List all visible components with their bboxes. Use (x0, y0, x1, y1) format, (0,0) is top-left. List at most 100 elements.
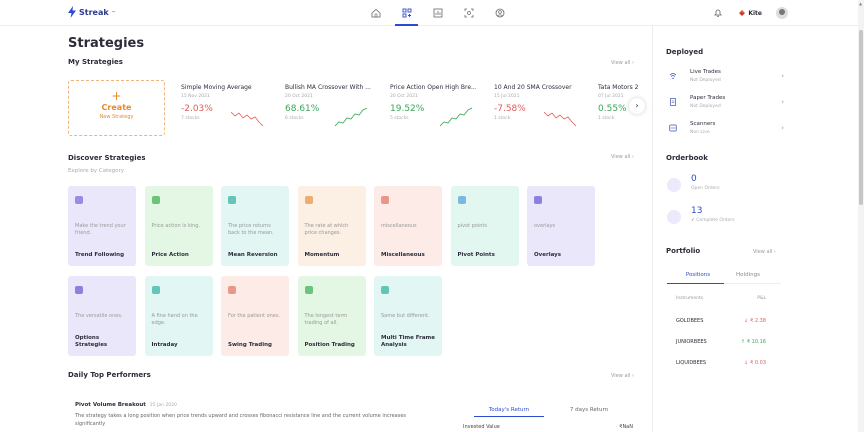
category-description: The rate at which price changes. (304, 223, 349, 236)
category-name: Position Trading (304, 342, 355, 348)
portfolio-row[interactable]: JUNIORBEES ↑ ₹ 10.16 (676, 339, 766, 345)
chevron-right-icon: › (781, 124, 784, 132)
create-strategy-button[interactable]: + Create New Strategy (68, 80, 165, 136)
category-name: Trend Following (75, 252, 125, 258)
category-description: The longest term trading of all. (304, 313, 348, 326)
category-card[interactable]: For the patient ones. Swing Trading (221, 276, 289, 356)
broker-kite[interactable]: Kite (739, 10, 762, 17)
create-label: Create (101, 103, 132, 112)
page-scrollbar[interactable]: ▲ (858, 0, 864, 432)
notification-bell-icon[interactable] (713, 8, 723, 18)
nav-profile-icon[interactable] (484, 5, 515, 21)
nav-chart-icon[interactable] (422, 5, 453, 21)
category-name: Price Action (151, 252, 189, 258)
category-card[interactable]: Make the trend your friend. Trend Follow… (68, 186, 136, 266)
strategy-card[interactable]: 10 And 20 SMA Crossover 15 Jul 2021 -7.5… (494, 84, 590, 134)
category-description: Price action is king. (151, 223, 201, 229)
strategy-name: Bullish MA Crossover With ... (285, 84, 371, 91)
scroll-up-arrow-icon[interactable]: ▲ (859, 1, 863, 6)
category-description: overlays (534, 223, 556, 229)
create-sublabel: New Strategy (99, 114, 134, 120)
category-card[interactable]: A fine hand on the edge. Intraday (144, 276, 213, 356)
next-arrow-button[interactable]: › (629, 98, 645, 114)
wifi-icon (669, 73, 677, 79)
pnl-header: P&L (757, 296, 766, 301)
category-description: For the patient ones. (228, 313, 281, 319)
instrument-pnl: ₹ 2.38 (750, 318, 766, 324)
portfolio-tab-underline (667, 283, 781, 284)
category-card[interactable]: The versatile ones. Options Strategies (68, 276, 136, 356)
deployed-scanners[interactable]: Scanners Non Live › (669, 120, 784, 140)
invested-value-label: Invested Value (463, 424, 500, 430)
portfolio-row[interactable]: LIQUIDBEES ↓ ₹ 0.03 (676, 360, 766, 366)
strategy-return: 0.55% (598, 104, 627, 114)
complete-orders-label: ✓ Complete Orders (691, 218, 734, 223)
tab-holdings[interactable]: Holdings (736, 272, 760, 278)
strategy-name: Simple Moving Average (181, 84, 252, 91)
my-strategies-heading: My Strategies (68, 58, 123, 66)
scrollbar-thumb[interactable] (859, 30, 863, 205)
strategy-card[interactable]: Tata Motors 2 07 Jul 2021 0.55% 1 stock (598, 84, 638, 134)
category-card[interactable]: pivot points Pivot Points (450, 186, 519, 266)
nav-home-icon[interactable] (360, 5, 391, 21)
page-title: Strategies (68, 36, 145, 51)
discover-view-all-link[interactable]: View all (611, 154, 634, 160)
top-performer-name[interactable]: Pivot Volume Breakout 25 Jan 2020 (75, 402, 177, 408)
streak-logo[interactable]: Streak ™ (68, 6, 116, 18)
deployed-live-trades[interactable]: Live Trades Not Deployed › (669, 68, 784, 88)
portfolio-view-all-link[interactable]: View all (753, 249, 776, 255)
strategy-sparkline (335, 107, 368, 127)
portfolio-tabs: Positions Holdings (673, 272, 773, 278)
category-description: miscellaneous (381, 223, 417, 229)
open-orders-icon (667, 178, 681, 192)
invested-value-amount: ₹NaN (619, 424, 633, 430)
category-card[interactable]: The price returns back to the mean. Mean… (221, 186, 289, 266)
orderbook-heading: Orderbook (666, 154, 708, 162)
deployed-paper-trades[interactable]: Paper Trades Not Deployed › (669, 94, 784, 114)
performer-date: 25 Jan 2020 (149, 403, 177, 408)
category-name: Miscellaneous (381, 252, 425, 258)
strategy-date: 15 Jul 2021 (494, 94, 520, 99)
strategy-return: -7.58% (494, 104, 526, 114)
top-performers-view-all-link[interactable]: View all (611, 373, 634, 379)
category-name: Swing Trading (228, 342, 272, 348)
portfolio-row[interactable]: GOLDBEES ↓ ₹ 2.38 (676, 318, 766, 324)
complete-orders[interactable]: 13 ✓ Complete Orders (667, 206, 787, 228)
category-card[interactable]: miscellaneous Miscellaneous (374, 186, 442, 266)
scanner-icon (669, 124, 677, 132)
category-icon (381, 286, 389, 294)
performer-name-text: Pivot Volume Breakout (75, 402, 146, 408)
tab-todays-return[interactable]: Today's Return (474, 407, 544, 417)
category-card[interactable]: Price action is king. Price Action (144, 186, 213, 266)
tab-positions[interactable]: Positions (685, 272, 711, 278)
scanners-status: Non Live (690, 130, 710, 135)
my-strategies-view-all-link[interactable]: View all (611, 60, 634, 66)
strategy-stock-count: 7 stocks (181, 116, 200, 121)
tab-7-days-return[interactable]: 7 days Return (569, 407, 609, 413)
strategy-card[interactable]: Price Action Open High Bre... 20 Oct 202… (390, 84, 486, 134)
category-icon (381, 196, 389, 204)
nav-strategies-icon[interactable] (391, 5, 422, 26)
open-orders[interactable]: 0 Open Orders (667, 174, 787, 196)
category-icon (534, 196, 542, 204)
broker-name: Kite (748, 9, 762, 17)
category-card[interactable]: The rate at which price changes. Momentu… (297, 186, 366, 266)
paper-trades-status: Not Deployed (690, 104, 721, 109)
top-performer-description: The strategy takes a long position when … (75, 413, 407, 427)
strategy-name: Tata Motors 2 (598, 84, 639, 91)
arrow-down-icon: ↓ (743, 360, 749, 366)
category-card[interactable]: overlays Overlays (527, 186, 595, 266)
category-card[interactable]: The longest term trading of all. Positio… (297, 276, 366, 356)
chevron-right-icon: › (781, 72, 784, 80)
category-description: Make the trend your friend. (75, 223, 126, 236)
user-avatar[interactable] (776, 7, 788, 19)
nav-scanner-icon[interactable] (453, 5, 484, 21)
category-card[interactable]: Same but different. Multi Time Frame Ana… (374, 276, 442, 356)
strategy-card[interactable]: Simple Moving Average 15 Nov 2021 -2.03%… (181, 84, 277, 134)
category-icon (457, 196, 466, 204)
strategy-card[interactable]: Bullish MA Crossover With ... 20 Oct 202… (285, 84, 381, 134)
category-name: Momentum (304, 252, 340, 258)
strategy-name: 10 And 20 SMA Crossover (494, 84, 572, 91)
instrument-name: GOLDBEES (676, 318, 704, 324)
live-trades-status: Not Deployed (690, 78, 721, 83)
